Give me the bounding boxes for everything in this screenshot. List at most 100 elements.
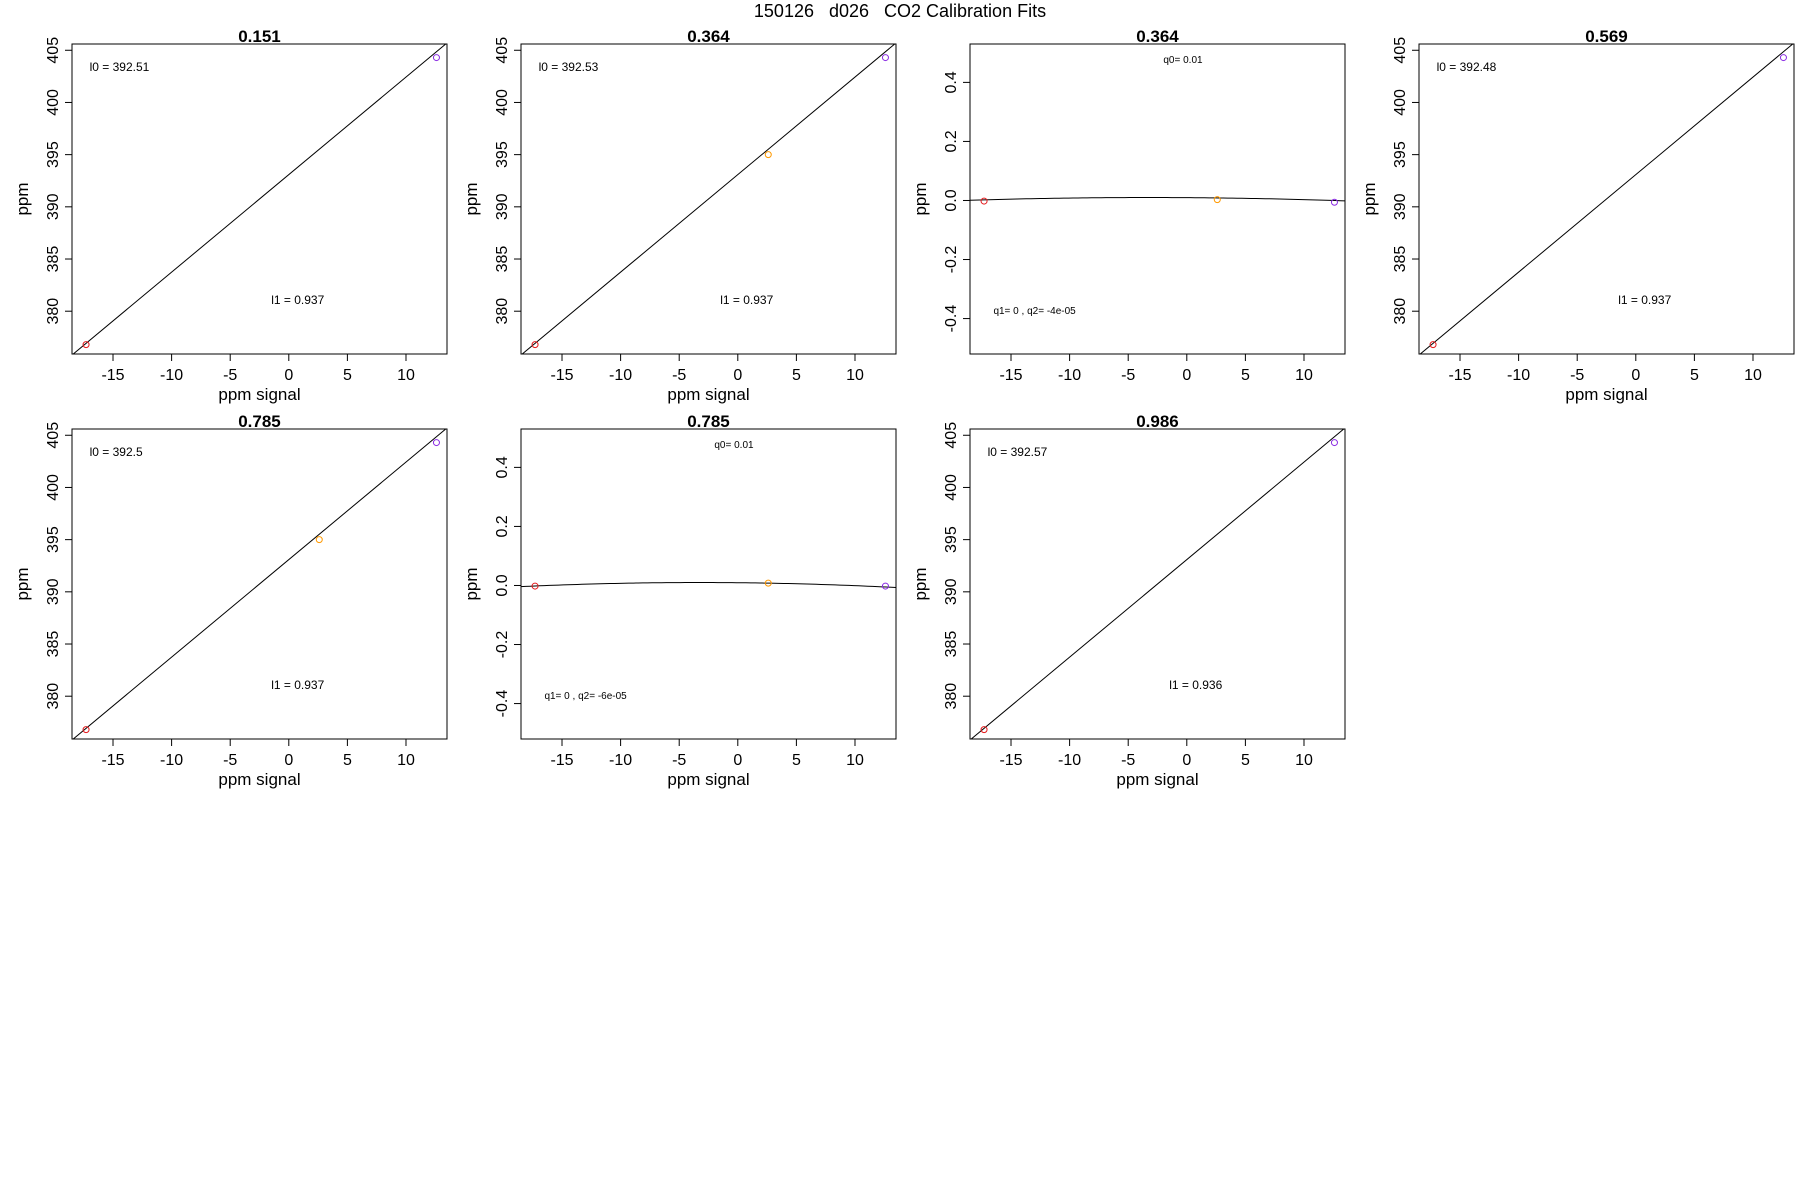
- fit-annotation: l1 = 0.937: [271, 293, 324, 307]
- x-tick-label: 0: [733, 367, 742, 384]
- y-tick-label: 405: [45, 422, 62, 449]
- calibration-panel-7: -15 -10 -5 0 5 10 380 385 390 395 400 405 ppm signal…: [911, 412, 1346, 789]
- y-tick-label: 395: [1392, 141, 1409, 168]
- calibration-panel-6: -15 -10 -5 0 5 10 -0.4 -0.2 0.0 0.2 0.4 ppm signal p…: [462, 412, 897, 789]
- y-tick-label: 405: [494, 37, 511, 64]
- y-tick-label: 0.4: [943, 71, 960, 93]
- x-tick-label: -5: [672, 367, 686, 384]
- data-point-2: [315, 536, 323, 544]
- data-point-1: [980, 197, 988, 205]
- fit-annotation: q1= 0 , q2= -4e-05: [993, 306, 1076, 317]
- calibration-panel-1: -15 -10 -5 0 5 10 380 385 390 395 400 405 ppm signal…: [13, 27, 448, 404]
- y-axis-title: ppm: [13, 182, 32, 215]
- y-tick-label: 400: [943, 474, 960, 501]
- y-tick-label: 390: [45, 193, 62, 220]
- data-point-2: [1779, 54, 1787, 62]
- fit-curve: [970, 197, 1345, 202]
- x-tick-label: 10: [1295, 367, 1313, 384]
- y-tick-label: 0.0: [943, 189, 960, 211]
- x-tick-label: 5: [1690, 367, 1699, 384]
- fit-line: [970, 429, 1345, 739]
- fit-line: [72, 429, 447, 739]
- x-tick-label: 5: [343, 752, 352, 769]
- x-tick-label: -15: [550, 752, 573, 769]
- x-axis-title: ppm signal: [1565, 385, 1647, 404]
- data-point-2: [1213, 196, 1221, 204]
- data-point-1: [531, 341, 539, 349]
- x-tick-label: -5: [1121, 752, 1135, 769]
- calibration-panel-2: -15 -10 -5 0 5 10 380 385 390 395 400 405 ppm signal…: [462, 27, 897, 404]
- y-tick-label: 400: [494, 89, 511, 116]
- y-tick-label: 400: [1392, 89, 1409, 116]
- panel-title: 0.785: [238, 412, 281, 431]
- data-point-1: [980, 726, 988, 734]
- fit-annotation: l0 = 392.51: [90, 60, 150, 74]
- y-tick-label: 390: [45, 578, 62, 605]
- page-title: 150126 d026 CO2 Calibration Fits: [753, 1, 1047, 21]
- y-axis-title: ppm: [462, 567, 481, 600]
- data-point-3: [881, 54, 889, 62]
- y-tick-label: -0.4: [494, 690, 511, 718]
- x-tick-label: 5: [1241, 367, 1250, 384]
- x-tick-label: -5: [223, 752, 237, 769]
- y-tick-label: 395: [45, 141, 62, 168]
- fit-annotation: l1 = 0.937: [271, 678, 324, 692]
- data-point-3: [432, 439, 440, 447]
- calibration-panel-5: -15 -10 -5 0 5 10 380 385 390 395 400 405 ppm signal…: [13, 412, 448, 789]
- y-tick-label: 380: [1392, 298, 1409, 325]
- x-tick-label: -15: [999, 367, 1022, 384]
- data-point-2: [432, 54, 440, 62]
- panel-title: 0.785: [687, 412, 730, 431]
- y-tick-label: 400: [45, 89, 62, 116]
- x-tick-label: 10: [397, 367, 415, 384]
- fit-annotation: l0 = 392.53: [539, 60, 599, 74]
- x-tick-label: -15: [999, 752, 1022, 769]
- fit-annotation: q0= 0.01: [1163, 55, 1203, 66]
- y-axis-title: ppm: [1360, 182, 1379, 215]
- y-tick-label: 385: [45, 246, 62, 273]
- x-tick-label: 10: [846, 752, 864, 769]
- data-point-2: [764, 579, 772, 587]
- y-tick-label: 380: [943, 683, 960, 710]
- panel-title: 0.569: [1585, 27, 1628, 46]
- fit-line: [72, 44, 447, 354]
- x-tick-label: -5: [1570, 367, 1584, 384]
- y-tick-label: 380: [45, 683, 62, 710]
- x-tick-label: 5: [1241, 752, 1250, 769]
- x-tick-label: 5: [343, 367, 352, 384]
- y-tick-label: 0.2: [943, 130, 960, 152]
- y-tick-label: 395: [943, 526, 960, 553]
- fit-annotation: l1 = 0.937: [1618, 293, 1671, 307]
- y-tick-label: 395: [45, 526, 62, 553]
- data-point-2: [764, 151, 772, 159]
- y-tick-label: 390: [943, 578, 960, 605]
- x-tick-label: 0: [733, 752, 742, 769]
- x-axis-title: ppm signal: [218, 385, 300, 404]
- y-tick-label: 390: [494, 193, 511, 220]
- y-tick-label: -0.2: [494, 631, 511, 659]
- x-axis-title: ppm signal: [1116, 770, 1198, 789]
- y-tick-label: 0.0: [494, 574, 511, 596]
- y-tick-label: 390: [1392, 193, 1409, 220]
- y-tick-label: 385: [1392, 246, 1409, 273]
- data-point-1: [531, 582, 539, 590]
- x-tick-label: -10: [1058, 367, 1081, 384]
- x-tick-label: -15: [550, 367, 573, 384]
- x-tick-label: 10: [397, 752, 415, 769]
- y-axis-title: ppm: [13, 567, 32, 600]
- x-tick-label: 5: [792, 367, 801, 384]
- y-axis-title: ppm: [462, 182, 481, 215]
- y-axis-title: ppm: [911, 182, 930, 215]
- calibration-panel-3: -15 -10 -5 0 5 10 -0.4 -0.2 0.0 0.2 0.4 ppm 0.364 q0=…: [911, 27, 1346, 384]
- data-point-1: [82, 726, 90, 734]
- x-tick-label: 0: [1182, 367, 1191, 384]
- panel-title: 0.986: [1136, 412, 1179, 431]
- calibration-panel-4: -15 -10 -5 0 5 10 380 385 390 395 400 405 ppm signal…: [1360, 27, 1795, 404]
- y-tick-label: 405: [1392, 37, 1409, 64]
- x-tick-label: 0: [1182, 752, 1191, 769]
- y-tick-label: 385: [45, 631, 62, 658]
- fit-annotation: l0 = 392.48: [1437, 60, 1497, 74]
- data-point-1: [1429, 341, 1437, 349]
- x-tick-label: -5: [672, 752, 686, 769]
- fit-curve: [521, 582, 896, 589]
